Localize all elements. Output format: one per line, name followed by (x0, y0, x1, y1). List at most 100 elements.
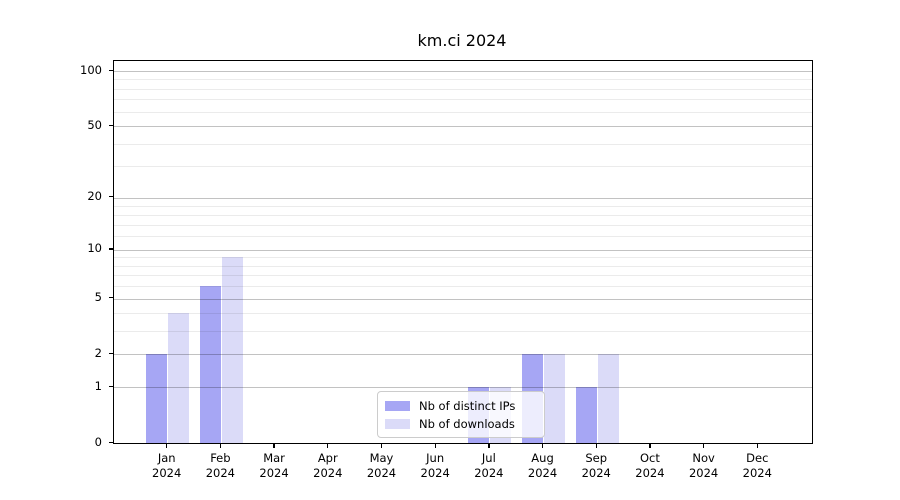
x-tick-month: Apr (317, 451, 338, 465)
x-tick-month: Oct (639, 451, 660, 465)
x-tick-year: 2024 (259, 465, 289, 480)
x-tick-month: Jan (157, 451, 176, 465)
x-tick-label: Jan 2024 (139, 451, 195, 480)
x-tick-year: 2024 (581, 465, 611, 480)
x-tick-year: 2024 (474, 465, 504, 480)
bar-distinct-ips (146, 354, 168, 443)
bar-downloads (597, 354, 619, 443)
x-tick-label: Aug 2024 (515, 451, 571, 480)
minor-gridline (114, 257, 812, 259)
x-tick-label: Feb 2024 (192, 451, 248, 480)
major-gridline (114, 126, 812, 128)
legend-label-downloads: Nb of downloads (419, 416, 515, 431)
y-tick-label: 10 (87, 241, 102, 256)
minor-gridline (114, 236, 812, 238)
x-tick-label: Nov 2024 (676, 451, 732, 480)
minor-gridline (114, 224, 812, 226)
minor-gridline (114, 111, 812, 113)
x-tick-mark (380, 443, 383, 448)
y-tick-label: 50 (87, 117, 102, 132)
x-tick-year: 2024 (527, 465, 558, 480)
x-tick-mark (541, 443, 544, 448)
x-tick-label: Apr 2024 (300, 451, 356, 480)
x-tick-label: Mar 2024 (246, 451, 302, 480)
chart-title: km.ci 2024 (417, 31, 507, 50)
x-tick-mark (649, 443, 651, 448)
bar-downloads (221, 257, 243, 443)
y-tick-mark (108, 69, 113, 71)
legend-swatch-downloads-icon (385, 418, 410, 429)
minor-gridline (114, 265, 812, 267)
y-tick-mark (108, 248, 113, 250)
x-tick-mark (434, 443, 436, 448)
y-tick-mark (108, 385, 113, 387)
minor-gridline (114, 331, 812, 333)
x-tick-month: Jun (426, 451, 445, 465)
x-tick-year: 2024 (742, 465, 772, 480)
x-tick-month: May (369, 451, 394, 465)
legend: Nb of distinct IPs Nb of downloads (377, 391, 545, 438)
x-tick-mark (595, 443, 597, 448)
y-tick-label: 1 (94, 378, 102, 393)
x-tick-month: Dec (746, 451, 769, 465)
x-tick-year: 2024 (688, 465, 719, 480)
x-tick-year: 2024 (635, 465, 665, 480)
x-tick-year: 2024 (420, 465, 450, 480)
y-tick-mark (108, 441, 113, 443)
y-tick-label: 5 (94, 290, 102, 305)
minor-gridline (114, 88, 812, 90)
x-tick-year: 2024 (152, 465, 182, 480)
x-tick-mark (166, 443, 168, 448)
major-gridline (114, 387, 812, 389)
y-tick-label: 100 (80, 62, 102, 77)
y-tick-mark (108, 124, 113, 126)
bar-distinct-ips (199, 286, 221, 443)
minor-gridline (114, 166, 812, 168)
y-tick-mark (108, 196, 113, 198)
x-tick-mark (219, 443, 222, 448)
y-tick-label: 2 (94, 345, 102, 360)
y-tick-mark (108, 352, 113, 355)
x-tick-month: Jul (481, 451, 496, 465)
x-tick-mark (703, 443, 705, 448)
major-gridline (114, 249, 812, 251)
minor-gridline (114, 313, 812, 315)
x-tick-label: Dec 2024 (729, 451, 785, 480)
x-tick-year: 2024 (205, 465, 236, 480)
x-tick-year: 2024 (313, 465, 343, 480)
bar-downloads (168, 313, 190, 443)
minor-gridline (114, 143, 812, 145)
x-tick-mark (273, 443, 275, 448)
x-tick-mark (756, 443, 758, 448)
plot-area (113, 60, 813, 444)
x-tick-label: Jul 2024 (461, 451, 517, 480)
y-tick-label: 20 (87, 189, 102, 204)
y-tick-mark (108, 297, 113, 299)
x-tick-label: Jun 2024 (407, 451, 463, 480)
x-tick-year: 2024 (366, 465, 397, 480)
major-gridline (114, 298, 812, 300)
x-tick-label: May 2024 (353, 451, 409, 480)
minor-gridline (114, 214, 812, 216)
minor-gridline (114, 99, 812, 101)
major-gridline (114, 71, 812, 72)
legend-label-distinct-ips: Nb of distinct IPs (419, 398, 516, 413)
legend-item-downloads: Nb of downloads (385, 417, 538, 431)
x-tick-label: Sep 2024 (568, 451, 624, 480)
major-gridline (114, 197, 812, 199)
x-tick-mark (488, 443, 490, 448)
minor-gridline (114, 286, 812, 288)
minor-gridline (114, 205, 812, 207)
x-tick-month: Sep (585, 451, 608, 465)
bar-downloads (544, 354, 566, 443)
minor-gridline (114, 79, 812, 81)
x-tick-month: Nov (692, 451, 715, 465)
minor-gridline (114, 275, 812, 277)
x-tick-month: Aug (531, 451, 554, 465)
legend-item-distinct-ips: Nb of distinct IPs (385, 399, 538, 413)
legend-swatch-distinct-ips-icon (385, 400, 410, 411)
x-tick-month: Feb (210, 451, 231, 465)
x-tick-mark (327, 443, 329, 448)
y-tick-label: 0 (94, 434, 102, 449)
